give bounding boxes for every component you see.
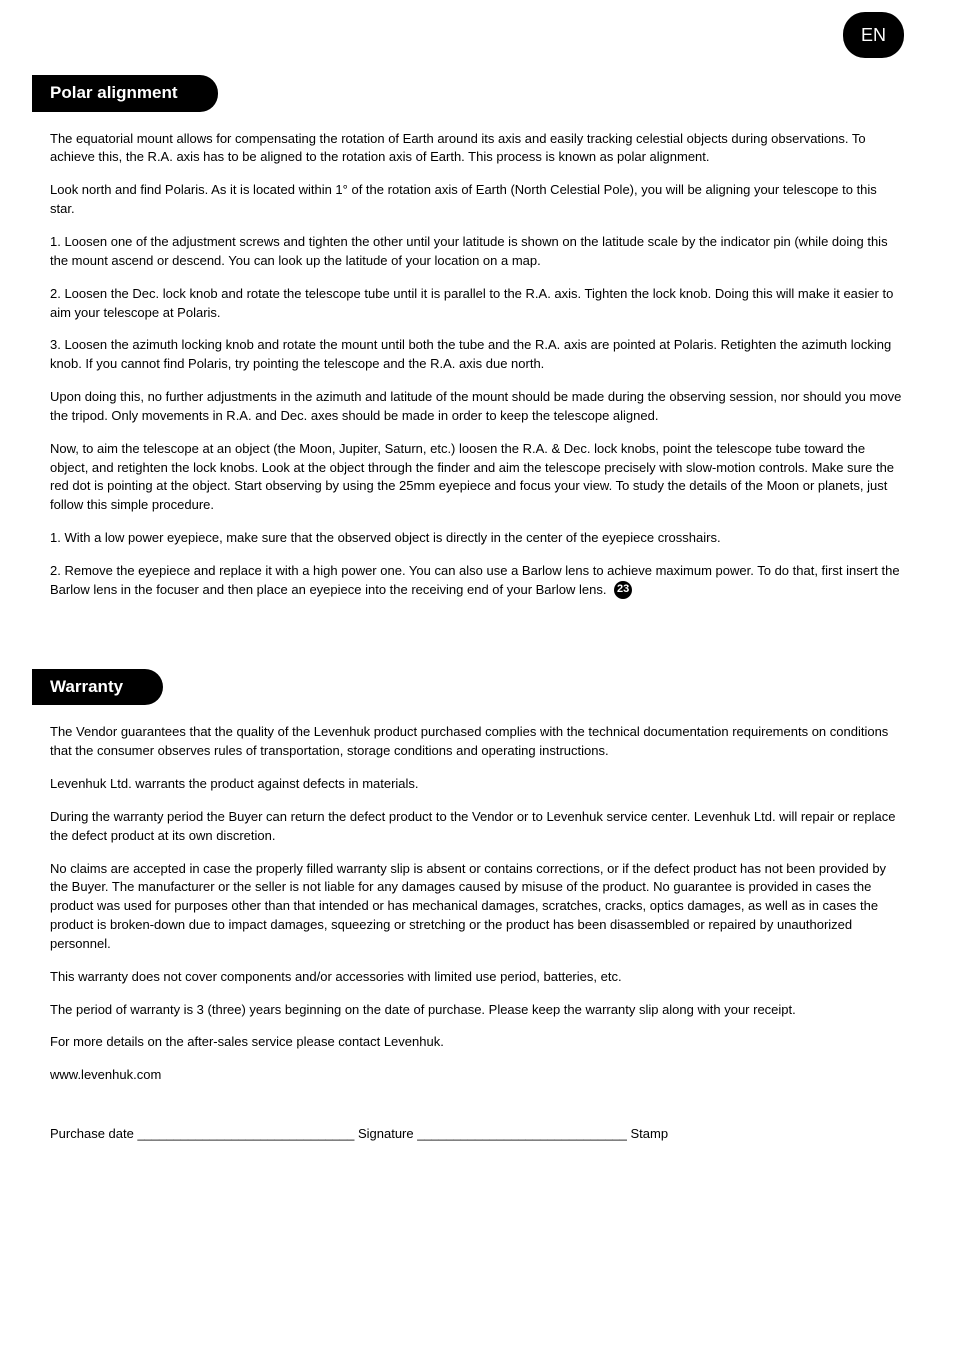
reference-badge: 23	[614, 581, 632, 599]
body-paragraph-text: 2. Remove the eyepiece and replace it wi…	[50, 563, 900, 597]
body-paragraph: Levenhuk Ltd. warrants the product again…	[50, 775, 904, 794]
body-paragraph: 2. Loosen the Dec. lock knob and rotate …	[50, 285, 904, 323]
section-heading-warranty: Warranty	[32, 669, 163, 706]
section-heading-polar-alignment: Polar alignment	[32, 75, 218, 112]
body-paragraph: 3. Loosen the azimuth locking knob and r…	[50, 336, 904, 374]
body-paragraph: The period of warranty is 3 (three) year…	[50, 1001, 904, 1020]
signature-line: Purchase date __________________________…	[50, 1125, 904, 1144]
body-paragraph: 1. With a low power eyepiece, make sure …	[50, 529, 904, 548]
body-paragraph: The equatorial mount allows for compensa…	[50, 130, 904, 168]
body-paragraph: The Vendor guarantees that the quality o…	[50, 723, 904, 761]
section-content-polar-alignment: The equatorial mount allows for compensa…	[50, 130, 904, 600]
body-paragraph: During the warranty period the Buyer can…	[50, 808, 904, 846]
body-paragraph: 1. Loosen one of the adjustment screws a…	[50, 233, 904, 271]
body-paragraph: This warranty does not cover components …	[50, 968, 904, 987]
body-paragraph: Upon doing this, no further adjustments …	[50, 388, 904, 426]
body-paragraph: No claims are accepted in case the prope…	[50, 860, 904, 954]
body-paragraph: 2. Remove the eyepiece and replace it wi…	[50, 562, 904, 600]
website-url: www.levenhuk.com	[50, 1066, 904, 1085]
body-paragraph: Look north and find Polaris. As it is lo…	[50, 181, 904, 219]
body-paragraph: Now, to aim the telescope at an object (…	[50, 440, 904, 515]
language-badge: EN	[843, 12, 904, 58]
section-content-warranty: The Vendor guarantees that the quality o…	[50, 723, 904, 1144]
body-paragraph: For more details on the after-sales serv…	[50, 1033, 904, 1052]
